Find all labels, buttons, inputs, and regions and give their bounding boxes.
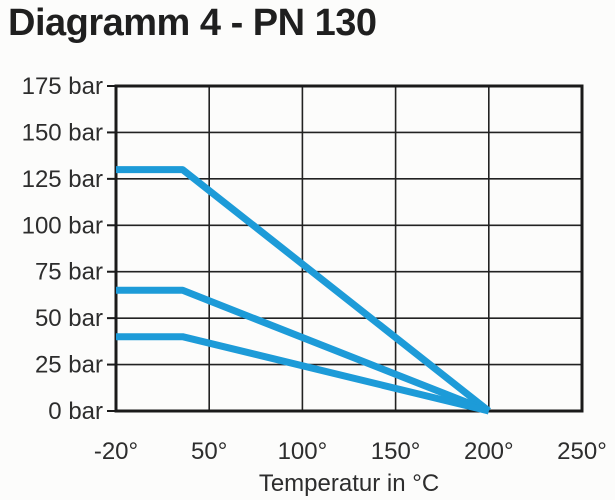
series-line-0 xyxy=(116,166,491,414)
y-tick-label: 25 bar xyxy=(35,352,103,379)
x-tick-label: 100° xyxy=(278,438,328,465)
x-tick-label: 250° xyxy=(557,438,607,465)
x-tick-label: 200° xyxy=(464,438,514,465)
y-tick-label: 150 bar xyxy=(22,119,103,146)
y-tick-label: 100 bar xyxy=(22,212,103,239)
y-tick-label: 125 bar xyxy=(22,166,103,193)
y-tick-label: 175 bar xyxy=(22,73,103,100)
y-tick-label: 75 bar xyxy=(35,259,103,286)
series-line-2 xyxy=(116,333,490,415)
series-line-1 xyxy=(116,286,491,415)
chart-title: Diagramm 4 - PN 130 xyxy=(8,2,377,44)
x-tick-label: 50° xyxy=(191,438,227,465)
x-tick-label: 150° xyxy=(371,438,421,465)
x-tick-label: -20° xyxy=(94,438,138,465)
x-axis-title: Temperatur in °C xyxy=(258,470,440,497)
y-tick-label: 0 bar xyxy=(48,398,103,425)
plot-border xyxy=(114,84,584,413)
y-tick-label: 50 bar xyxy=(35,305,103,332)
